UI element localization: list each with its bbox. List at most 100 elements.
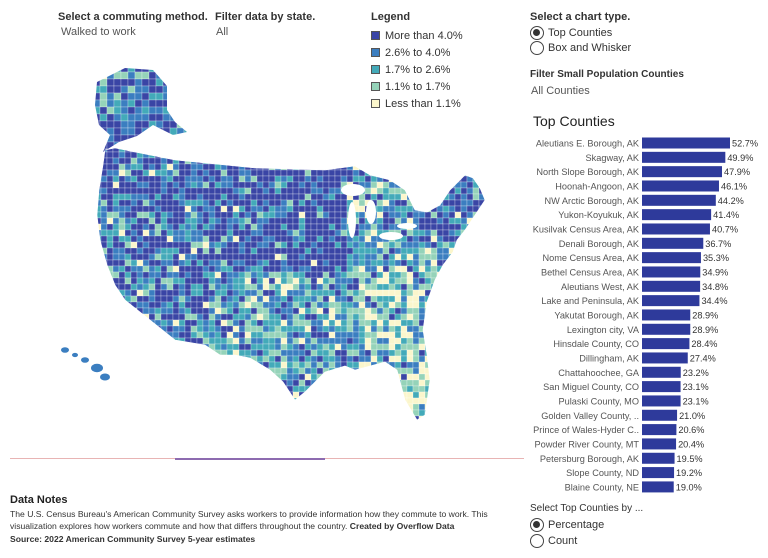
county-cell[interactable] xyxy=(183,134,191,143)
county-cell[interactable] xyxy=(322,211,330,219)
county-cell[interactable] xyxy=(322,373,330,381)
county-cell[interactable] xyxy=(95,151,102,159)
county-cell[interactable] xyxy=(183,141,191,150)
county-cell[interactable] xyxy=(161,140,167,146)
county-cell[interactable] xyxy=(155,85,164,94)
county-cell[interactable] xyxy=(160,343,168,351)
county-cell[interactable] xyxy=(334,223,342,231)
county-cell[interactable] xyxy=(95,379,102,387)
county-cell[interactable] xyxy=(136,301,144,309)
county-cell[interactable] xyxy=(130,355,138,363)
county-cell[interactable] xyxy=(478,337,485,345)
county-cell[interactable] xyxy=(436,403,444,411)
county-cell[interactable] xyxy=(394,151,402,159)
county-cell[interactable] xyxy=(250,247,258,255)
county-cell[interactable] xyxy=(472,283,480,291)
county-cell[interactable] xyxy=(124,247,132,255)
county-cell[interactable] xyxy=(154,146,162,153)
county-cell[interactable] xyxy=(124,415,132,422)
county-cell[interactable] xyxy=(166,241,174,249)
county-cell[interactable] xyxy=(209,140,215,146)
county-cell[interactable] xyxy=(346,337,354,345)
county-cell[interactable] xyxy=(286,199,294,207)
county-cell[interactable] xyxy=(154,205,162,213)
county-cell[interactable] xyxy=(436,373,444,381)
county-cell[interactable] xyxy=(334,289,342,297)
county-cell[interactable] xyxy=(141,92,150,101)
county-cell[interactable] xyxy=(141,120,150,129)
county-cell[interactable] xyxy=(484,229,491,237)
county-cell[interactable] xyxy=(136,211,144,219)
county-cell[interactable] xyxy=(394,289,402,297)
county-cell[interactable] xyxy=(400,319,408,327)
county-cell[interactable] xyxy=(166,175,174,183)
county-cell[interactable] xyxy=(106,307,114,315)
county-cell[interactable] xyxy=(316,289,324,297)
county-cell[interactable] xyxy=(142,343,150,351)
county-cell[interactable] xyxy=(142,355,150,363)
county-cell[interactable] xyxy=(370,271,378,279)
county-cell[interactable] xyxy=(430,253,438,261)
county-cell[interactable] xyxy=(298,223,306,231)
county-cell[interactable] xyxy=(160,409,168,417)
county-cell[interactable] xyxy=(454,349,462,357)
county-cell[interactable] xyxy=(99,78,108,87)
county-cell[interactable] xyxy=(172,247,180,255)
county-cell[interactable] xyxy=(160,217,168,225)
county-cell[interactable] xyxy=(220,253,228,261)
county-cell[interactable] xyxy=(256,373,264,381)
county-cell[interactable] xyxy=(238,253,246,261)
county-cell[interactable] xyxy=(148,181,156,189)
county-cell[interactable] xyxy=(322,223,330,231)
county-cell[interactable] xyxy=(292,415,300,422)
county-cell[interactable] xyxy=(442,199,450,207)
county-cell[interactable] xyxy=(220,391,228,399)
county-cell[interactable] xyxy=(382,146,390,153)
county-cell[interactable] xyxy=(478,409,485,417)
county-cell[interactable] xyxy=(106,277,114,285)
county-cell[interactable] xyxy=(328,373,336,381)
county-cell[interactable] xyxy=(184,205,192,213)
county-cell[interactable] xyxy=(328,229,336,237)
county-cell[interactable] xyxy=(376,403,384,411)
county-cell[interactable] xyxy=(172,361,180,369)
county-cell[interactable] xyxy=(310,241,318,249)
county-cell[interactable] xyxy=(460,325,468,333)
county-cell[interactable] xyxy=(142,331,150,339)
county-cell[interactable] xyxy=(178,289,186,297)
county-cell[interactable] xyxy=(262,307,270,315)
county-cell[interactable] xyxy=(406,259,414,267)
county-cell[interactable] xyxy=(148,157,156,165)
county-cell[interactable] xyxy=(412,163,420,171)
county-cell[interactable] xyxy=(160,211,168,219)
county-cell[interactable] xyxy=(376,325,384,333)
county-cell[interactable] xyxy=(352,379,360,387)
county-cell[interactable] xyxy=(448,151,456,159)
county-cell[interactable] xyxy=(232,163,240,171)
county-cell[interactable] xyxy=(406,391,414,399)
county-cell[interactable] xyxy=(478,349,485,357)
county-cell[interactable] xyxy=(406,253,414,261)
county-cell[interactable] xyxy=(113,120,122,129)
county-cell[interactable] xyxy=(178,169,186,177)
county-cell[interactable] xyxy=(130,397,138,405)
county-cell[interactable] xyxy=(160,415,168,422)
county-cell[interactable] xyxy=(436,313,444,321)
county-cell[interactable] xyxy=(454,193,462,201)
county-cell[interactable] xyxy=(226,157,234,165)
county-cell[interactable] xyxy=(382,217,390,225)
county-cell[interactable] xyxy=(436,193,444,201)
county-cell[interactable] xyxy=(472,217,480,225)
county-cell[interactable] xyxy=(364,409,372,417)
county-cell[interactable] xyxy=(304,211,312,219)
county-cell[interactable] xyxy=(412,271,420,279)
county-cell[interactable] xyxy=(346,349,354,357)
county-cell[interactable] xyxy=(430,361,438,369)
county-cell[interactable] xyxy=(466,265,474,273)
county-cell[interactable] xyxy=(424,271,432,279)
county-cell[interactable] xyxy=(370,391,378,399)
county-cell[interactable] xyxy=(460,205,468,213)
county-cell[interactable] xyxy=(148,403,156,411)
county-cell[interactable] xyxy=(160,349,168,357)
county-cell[interactable] xyxy=(442,391,450,399)
